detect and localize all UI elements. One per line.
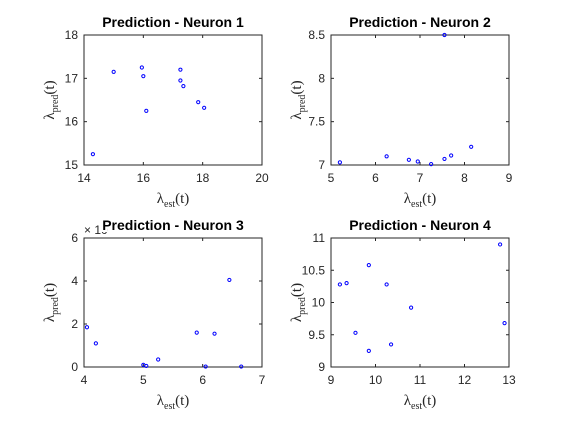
data-point [239,364,244,369]
data-point [178,78,183,83]
y-axis-label: λpred(t) [289,283,308,322]
y-tick-label: 0 [71,360,78,374]
y-tick-label: 17 [65,71,79,85]
x-tick-label: 8 [461,171,468,185]
data-point [337,160,342,165]
x-axis-label: λest(t) [157,191,190,210]
panel-neuron-4: 9 10 11 12 13 9 9.5 10 10.5 11 Prediction - Neuron… [289,215,516,412]
data-point [498,242,503,247]
x-tick-label: 7 [259,373,266,387]
data-point [84,325,90,330]
y-axis-label: λpred(t) [42,283,61,322]
y-tick-label: 15 [65,158,79,172]
axes-box [330,34,510,166]
data-point [406,157,411,162]
data-point [202,105,207,110]
axes-box [83,34,263,166]
y-tick-label: 9 [318,360,325,374]
x-tick-label: 16 [137,171,151,185]
data-point [178,67,183,72]
y-axis-label: λpred(t) [42,80,61,119]
y-tick-label: 10 [312,296,326,310]
y-tick-label: 7 [318,158,325,172]
data-point [429,162,434,167]
data-point [344,281,349,286]
y-tick-label: 8 [318,71,325,85]
axes-box [83,237,263,368]
data-point [384,282,389,287]
x-tick-label: 6 [199,373,206,387]
data-point [469,144,474,149]
x-tick-label: 18 [196,171,210,185]
y-tick-label: 11 [313,231,326,245]
data-point [409,305,414,310]
panel-neuron-2: 5 6 7 8 9 7 7.5 8 8.5 Prediction - Neuron 2 λest(t… [289,12,513,210]
data-point [156,357,161,362]
chart-title: Prediction - Neuron 1 [102,14,244,30]
y-tick-label: 7.5 [308,115,325,129]
data-point [212,331,217,336]
y-exponent-label: × 10 [84,223,108,237]
data-point [337,282,342,287]
x-tick-label: 14 [77,171,91,185]
x-tick-label: 13 [502,373,516,387]
data-point [384,154,389,159]
x-tick-label: 10 [369,373,383,387]
x-axis-label: λest(t) [157,393,190,412]
panel-neuron-1: 14 16 18 20 15 16 17 18 Prediction - Neuron 1 λes… [42,12,269,210]
y-tick-label: 16 [65,115,79,129]
chart-title: Prediction - Neuron 3 [102,217,244,233]
data-point [90,152,96,157]
data-point [93,341,98,346]
data-point [388,342,394,347]
data-point [415,159,420,164]
data-point [502,321,507,326]
y-tick-label: 18 [65,28,79,42]
data-point [442,32,447,38]
data-point [442,156,447,162]
chart-title: Prediction - Neuron 2 [349,14,491,30]
data-point [449,153,454,158]
data-point [144,108,149,113]
data-point [227,277,232,283]
data-point [353,330,358,335]
x-axis-label: λest(t) [404,191,437,210]
data-point [366,262,371,268]
x-tick-label: 5 [140,373,147,387]
y-tick-label: 8.5 [308,28,325,42]
x-tick-label: 9 [328,373,335,387]
y-tick-label: 2 [71,317,78,331]
x-tick-label: 5 [328,171,335,185]
data-point [194,330,199,335]
x-tick-label: 20 [255,171,269,185]
data-point [196,100,201,105]
data-point [139,65,144,70]
x-tick-label: 11 [414,373,427,387]
data-point [181,84,186,89]
chart-title: Prediction - Neuron 4 [349,217,491,233]
x-tick-label: 6 [372,171,379,185]
y-tick-label: 9.5 [308,328,325,342]
x-tick-label: 4 [81,373,88,387]
x-axis-label: λest(t) [404,393,437,412]
data-point [366,348,371,353]
x-tick-label: 7 [417,171,424,185]
data-point [203,364,208,369]
x-tick-label: 12 [458,373,472,387]
data-point [111,69,116,74]
x-tick-label: 9 [506,171,513,185]
y-axis-label: λpred(t) [289,80,308,119]
y-tick-label: 4 [71,274,78,288]
data-point [144,363,149,369]
y-tick-label: 6 [71,231,78,245]
data-point [141,74,146,79]
y-tick-label: 10.5 [302,263,326,277]
axes-box [330,237,510,368]
